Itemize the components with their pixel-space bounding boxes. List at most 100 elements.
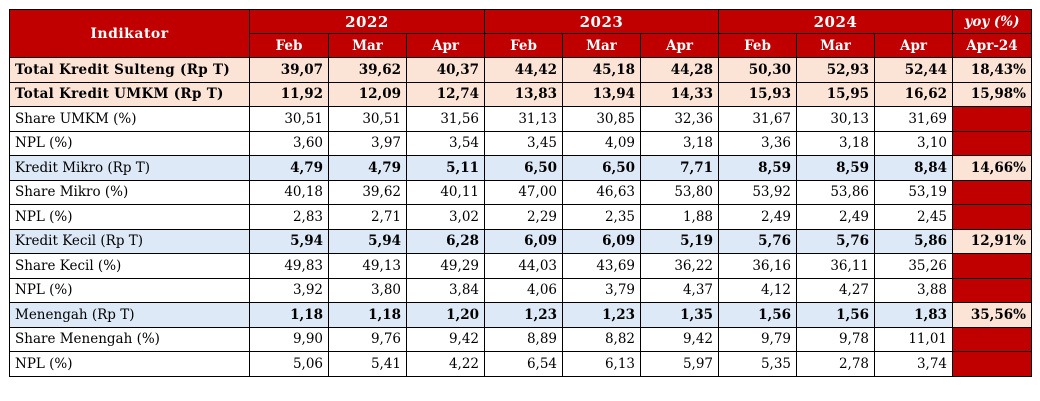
value-cell: 6,50 — [562, 155, 641, 181]
value-cell: 3,02 — [406, 204, 485, 230]
value-cell: 49,83 — [249, 253, 329, 279]
row-label: Share Kecil (%) — [9, 253, 250, 279]
value-cell: 5,41 — [328, 351, 407, 377]
value-cell: 9,90 — [249, 326, 329, 352]
value-cell: 44,28 — [640, 57, 719, 83]
month-header: Feb — [249, 33, 329, 58]
table-row: Share UMKM (%) 30,51 30,51 31,56 31,13 30,85 3… — [9, 106, 1032, 132]
indicator-header: Indikator — [9, 9, 250, 58]
value-cell: 3,80 — [328, 277, 407, 303]
value-cell: 4,27 — [796, 277, 875, 303]
value-cell: 39,62 — [328, 179, 407, 205]
value-cell: 35,26 — [874, 253, 953, 279]
value-cell: 53,86 — [796, 179, 875, 205]
value-cell: 5,76 — [718, 228, 797, 254]
table-row: Menengah (Rp T) 1,18 1,18 1,20 1,23 1,23 1,35 1… — [9, 302, 1032, 328]
value-cell: 14,33 — [640, 81, 719, 107]
yoy-empty-cell — [952, 253, 1032, 279]
row-label: NPL (%) — [9, 130, 250, 156]
row-label: Share Mikro (%) — [9, 179, 250, 205]
row-label: Kredit Kecil (Rp T) — [9, 228, 250, 254]
row-label: Total Kredit UMKM (Rp T) — [9, 81, 250, 107]
value-cell: 13,83 — [484, 81, 563, 107]
value-cell: 1,23 — [484, 302, 563, 328]
value-cell: 6,09 — [484, 228, 563, 254]
table-row: Share Menengah (%) 9,90 9,76 9,42 8,89 8,82 9,… — [9, 326, 1032, 352]
value-cell: 49,29 — [406, 253, 485, 279]
value-cell: 5,11 — [406, 155, 485, 181]
value-cell: 3,54 — [406, 130, 485, 156]
value-cell: 12,74 — [406, 81, 485, 107]
value-cell: 30,51 — [249, 106, 329, 132]
value-cell: 30,51 — [328, 106, 407, 132]
month-header: Feb — [718, 33, 797, 58]
value-cell: 45,18 — [562, 57, 641, 83]
yoy-empty-cell — [952, 204, 1032, 230]
table-row: Share Mikro (%) 40,18 39,62 40,11 47,00 46,63… — [9, 179, 1032, 205]
yoy-empty-cell — [952, 106, 1032, 132]
yoy-cell: 18,43% — [952, 57, 1032, 83]
yoy-empty-cell — [952, 130, 1032, 156]
value-cell: 36,22 — [640, 253, 719, 279]
value-cell: 40,11 — [406, 179, 485, 205]
value-cell: 44,42 — [484, 57, 563, 83]
value-cell: 12,09 — [328, 81, 407, 107]
value-cell: 3,60 — [249, 130, 329, 156]
value-cell: 1,83 — [874, 302, 953, 328]
value-cell: 31,13 — [484, 106, 563, 132]
value-cell: 4,09 — [562, 130, 641, 156]
value-cell: 49,13 — [328, 253, 407, 279]
value-cell: 5,19 — [640, 228, 719, 254]
table-row: Total Kredit UMKM (Rp T) 11,92 12,09 12,74 1… — [9, 81, 1032, 107]
value-cell: 2,49 — [718, 204, 797, 230]
year-header-2024: 2024 — [718, 9, 953, 34]
value-cell: 5,35 — [718, 351, 797, 377]
table-row: NPL (%) 3,92 3,80 3,84 4,06 3,79 4,37 4,12 4,27 3… — [9, 277, 1032, 303]
value-cell: 32,36 — [640, 106, 719, 132]
credit-indicator-table: Indikator 2022 2023 2024 yoy (%) Feb Mar… — [9, 9, 1032, 377]
table-row: Kredit Kecil (Rp T) 5,94 5,94 6,28 6,09 6,09 5… — [9, 228, 1032, 254]
value-cell: 39,62 — [328, 57, 407, 83]
yoy-empty-cell — [952, 326, 1032, 352]
yoy-month-header: Apr-24 — [952, 33, 1032, 58]
month-header: Mar — [328, 33, 407, 58]
value-cell: 6,50 — [484, 155, 563, 181]
month-header: Apr — [874, 33, 953, 58]
value-cell: 1,23 — [562, 302, 641, 328]
value-cell: 4,37 — [640, 277, 719, 303]
row-label: Menengah (Rp T) — [9, 302, 250, 328]
value-cell: 31,56 — [406, 106, 485, 132]
value-cell: 31,69 — [874, 106, 953, 132]
yoy-empty-cell — [952, 351, 1032, 377]
value-cell: 3,79 — [562, 277, 641, 303]
value-cell: 5,94 — [249, 228, 329, 254]
month-header: Mar — [796, 33, 875, 58]
value-cell: 9,42 — [406, 326, 485, 352]
value-cell: 9,76 — [328, 326, 407, 352]
value-cell: 3,10 — [874, 130, 953, 156]
value-cell: 3,92 — [249, 277, 329, 303]
year-header-2023: 2023 — [484, 9, 719, 34]
table-row: NPL (%) 2,83 2,71 3,02 2,29 2,35 1,88 2,49 2,49 2… — [9, 204, 1032, 230]
table-row: NPL (%) 5,06 5,41 4,22 6,54 6,13 5,97 5,35 2,78 3… — [9, 351, 1032, 377]
value-cell: 6,54 — [484, 351, 563, 377]
value-cell: 47,00 — [484, 179, 563, 205]
value-cell: 5,86 — [874, 228, 953, 254]
month-header: Feb — [484, 33, 563, 58]
yoy-empty-cell — [952, 277, 1032, 303]
value-cell: 6,09 — [562, 228, 641, 254]
value-cell: 16,62 — [874, 81, 953, 107]
row-label: Share Menengah (%) — [9, 326, 250, 352]
table-row: Total Kredit Sulteng (Rp T) 39,07 39,62 40,… — [9, 57, 1032, 83]
value-cell: 31,67 — [718, 106, 797, 132]
value-cell: 8,59 — [718, 155, 797, 181]
value-cell: 8,84 — [874, 155, 953, 181]
value-cell: 15,95 — [796, 81, 875, 107]
table-row: Kredit Mikro (Rp T) 4,79 4,79 5,11 6,50 6,50 7… — [9, 155, 1032, 181]
value-cell: 3,74 — [874, 351, 953, 377]
value-cell: 36,11 — [796, 253, 875, 279]
year-header-2022: 2022 — [249, 9, 485, 34]
value-cell: 5,94 — [328, 228, 407, 254]
value-cell: 2,83 — [249, 204, 329, 230]
yoy-cell: 14,66% — [952, 155, 1032, 181]
